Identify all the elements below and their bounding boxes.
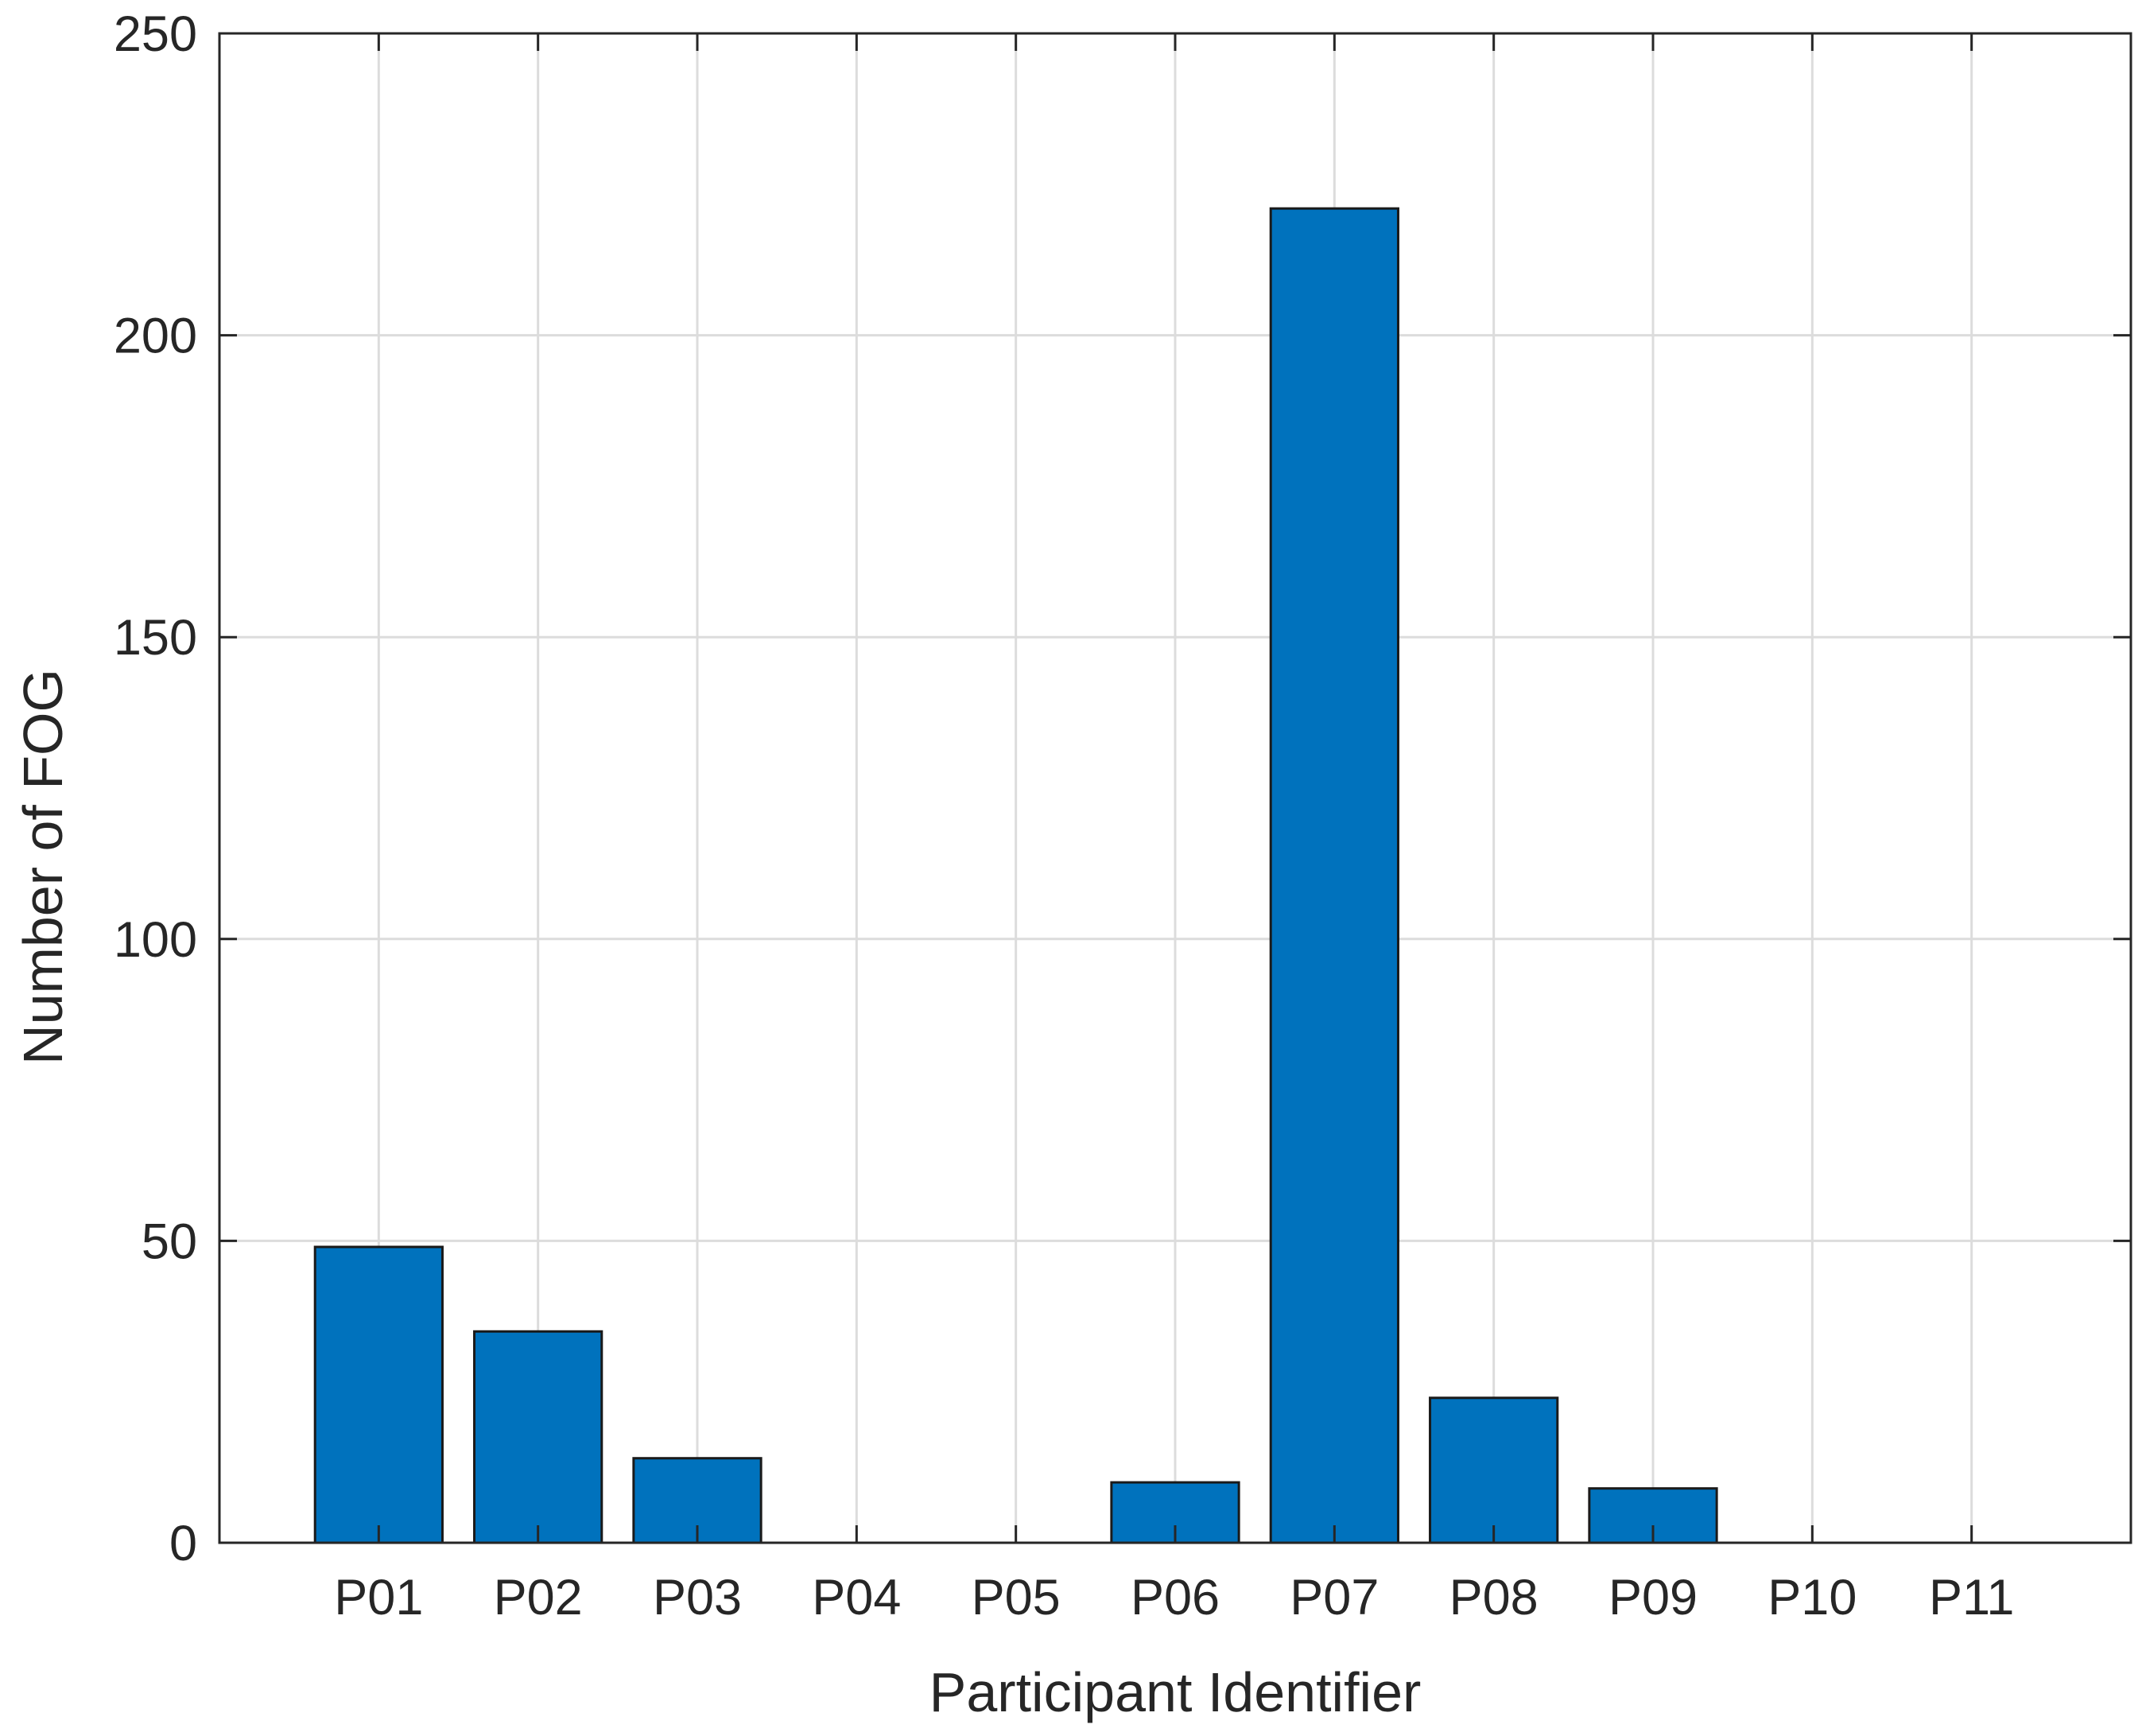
y-tick-label: 0 (169, 1516, 197, 1571)
y-tick-label: 100 (114, 912, 197, 968)
bar-p08 (1429, 1396, 1559, 1544)
x-axis-title: Participant Identifier (929, 1661, 1422, 1723)
y-tick-label: 200 (114, 309, 197, 364)
plot-frame (218, 32, 2132, 1544)
bar-p02 (473, 1330, 603, 1544)
tick-label-layer: 0 50 100 150 200 250 P01 P02 P03 P04 P05 P06 P07 P08 P… (114, 6, 2015, 1625)
x-tick-label: P06 (1131, 1570, 1220, 1625)
x-tick-label: P08 (1449, 1570, 1539, 1625)
x-tick-label: P11 (1929, 1570, 2014, 1625)
x-tick-label: P02 (494, 1570, 583, 1625)
bar-p07 (1269, 207, 1399, 1544)
bar-p01 (313, 1245, 444, 1544)
bar-layer (313, 207, 1718, 1544)
x-tick-label: P07 (1290, 1570, 1379, 1625)
grid-layer (219, 33, 2131, 1543)
x-tick-label: P05 (972, 1570, 1061, 1625)
y-axis-title: Number of FOG (12, 669, 74, 1065)
y-tick-label: 50 (142, 1214, 197, 1269)
axis-layer (218, 32, 2132, 1544)
x-tick-label: P09 (1608, 1570, 1698, 1625)
x-tick-label: P01 (334, 1570, 423, 1625)
x-tick-label: P04 (812, 1570, 901, 1625)
x-tick-label: P03 (653, 1570, 742, 1625)
y-tick-label: 150 (114, 610, 197, 666)
y-tick-label: 250 (114, 6, 197, 62)
x-tick-label: P10 (1768, 1570, 1857, 1625)
